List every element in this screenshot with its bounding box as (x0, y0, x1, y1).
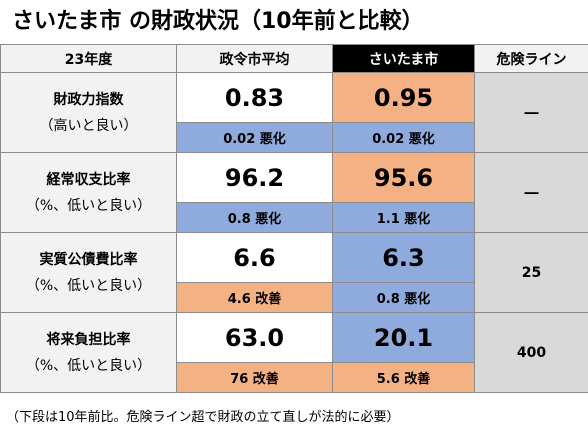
table-row: 将来負担比率 （%、低いと良い） 63.0 20.1 400 (0, 312, 588, 393)
row-label-sub: （%、低いと良い） (25, 357, 152, 374)
saitama-change: 0.8 悪化 (332, 282, 475, 313)
city-avg-value: 96.2 (176, 152, 333, 203)
table-row: 経常収支比率 （%、低いと良い） 96.2 95.6 ― (0, 152, 588, 233)
saitama-value: 6.3 (332, 232, 475, 283)
city-avg-value: 0.83 (176, 72, 333, 123)
danger-value: 400 (474, 312, 588, 393)
table-row: 0.02 悪化 0.02 悪化 (1, 122, 588, 153)
header-saitama: さいたま市 (332, 44, 475, 73)
footnote: （下段は10年前比。危険ライン超で財政の立て直しが法的に必要） (6, 410, 400, 425)
saitama-value: 0.95 (332, 72, 475, 123)
row-label: 将来負担比率 （%、低いと良い） (0, 312, 177, 393)
danger-value: ― (474, 152, 588, 233)
finance-table: 23年度 政令市平均 さいたま市 危険ライン 財政力指数 （高いと良い） 0.8… (0, 44, 588, 393)
table-row: 実質公債費比率 （%、低いと良い） 6.6 6.3 25 (0, 232, 588, 313)
city-avg-value: 63.0 (176, 312, 333, 363)
row-label-main: 将来負担比率 (46, 331, 131, 348)
danger-value: ― (474, 72, 588, 153)
saitama-change: 1.1 悪化 (332, 202, 475, 233)
city-avg-change: 0.8 悪化 (176, 202, 333, 233)
header-danger: 危険ライン (474, 44, 588, 73)
row-label: 財政力指数 （高いと良い） (0, 72, 177, 153)
header-year: 23年度 (0, 44, 177, 73)
row-label-sub: （%、低いと良い） (25, 277, 152, 294)
saitama-change: 5.6 改善 (332, 362, 475, 393)
saitama-value: 95.6 (332, 152, 475, 203)
page-title: さいたま市 の財政状況（10年前と比較） (12, 9, 424, 34)
row-label: 経常収支比率 （%、低いと良い） (0, 152, 177, 233)
row-label-main: 財政力指数 (53, 91, 124, 108)
table-row: 4.6 改善 0.8 悪化 (1, 282, 588, 313)
header-row: 23年度 政令市平均 さいたま市 危険ライン (0, 44, 588, 73)
saitama-change: 0.02 悪化 (332, 122, 475, 153)
row-label-sub: （高いと良い） (39, 117, 138, 134)
saitama-value: 20.1 (332, 312, 475, 363)
city-avg-change: 4.6 改善 (176, 282, 333, 313)
row-label-sub: （%、低いと良い） (25, 197, 152, 214)
table-row: 財政力指数 （高いと良い） 0.83 0.95 ― (0, 72, 588, 153)
header-city-avg: 政令市平均 (176, 44, 333, 73)
city-avg-value: 6.6 (176, 232, 333, 283)
row-label: 実質公債費比率 （%、低いと良い） (0, 232, 177, 313)
row-label-main: 実質公債費比率 (39, 251, 138, 268)
table-row: 76 改善 5.6 改善 (1, 362, 588, 393)
city-avg-change: 76 改善 (176, 362, 333, 393)
danger-value: 25 (474, 232, 588, 313)
row-label-main: 経常収支比率 (46, 171, 131, 188)
city-avg-change: 0.02 悪化 (176, 122, 333, 153)
